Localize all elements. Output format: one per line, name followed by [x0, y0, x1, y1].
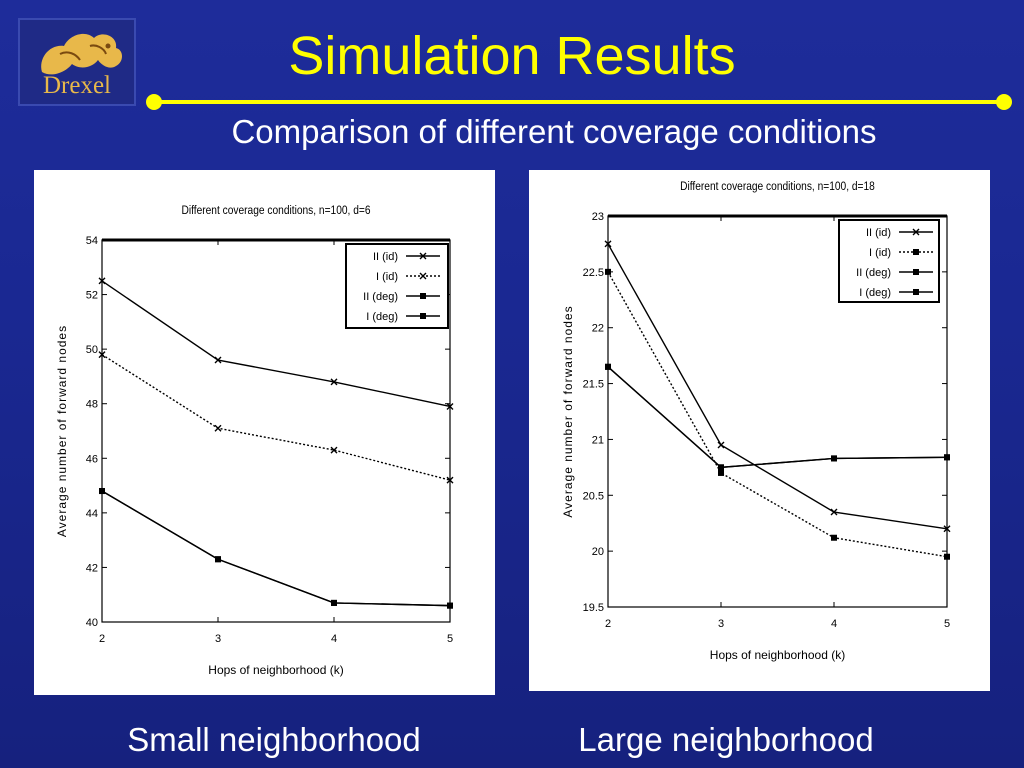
drexel-logo: Drexel — [18, 18, 136, 106]
data-point — [330, 446, 338, 454]
legend-marker — [913, 249, 919, 255]
data-point — [99, 488, 105, 495]
legend-label: II (id) — [866, 227, 891, 239]
chart-small-neighborhood: Different coverage conditions, n=100, d=… — [55, 204, 454, 677]
data-point — [717, 441, 725, 449]
data-point — [98, 351, 106, 359]
slide-subtitle: Comparison of different coverage conditi… — [231, 113, 877, 150]
data-point — [605, 363, 611, 370]
legend-label: I (deg) — [859, 287, 891, 299]
series-line-3 — [607, 366, 948, 469]
series-line-0 — [101, 280, 451, 408]
x-tick-label: 5 — [447, 633, 453, 645]
legend-marker — [420, 293, 426, 299]
legend-marker — [420, 313, 426, 319]
chart-panel-small: Different coverage conditions, n=100, d=… — [34, 170, 495, 695]
y-tick-label: 20 — [592, 546, 604, 558]
y-tick-label: 21.5 — [583, 379, 604, 391]
y-tick-label: 52 — [86, 290, 98, 302]
x-tick-label: 5 — [944, 618, 950, 630]
y-tick-label: 44 — [86, 508, 98, 520]
slide-title: Simulation Results — [288, 26, 736, 86]
series-line-2 — [607, 366, 948, 469]
y-tick-label: 42 — [86, 562, 98, 574]
series-line-0 — [607, 243, 948, 530]
legend-marker — [912, 228, 920, 236]
data-point — [98, 277, 106, 285]
y-tick-label: 46 — [86, 453, 98, 465]
series-line-1 — [101, 354, 451, 481]
y-tick-label: 23 — [592, 211, 604, 223]
data-point — [331, 599, 337, 606]
legend-label: I (deg) — [366, 311, 398, 323]
y-axis-label: Average number of forward nodes — [561, 305, 575, 517]
y-tick-label: 54 — [86, 235, 98, 247]
chart-title: Different coverage conditions, n=100, d=… — [181, 204, 370, 217]
legend-box — [838, 219, 940, 303]
series-line-1 — [607, 271, 948, 558]
data-point — [831, 455, 837, 462]
x-tick-label: 4 — [831, 618, 837, 630]
data-point — [944, 553, 950, 560]
legend-label: II (id) — [373, 251, 398, 263]
legend-marker — [913, 269, 919, 275]
legend-label: II (deg) — [856, 267, 891, 279]
title-rule — [146, 94, 1012, 110]
x-tick-label: 2 — [99, 633, 105, 645]
chart-title: Different coverage conditions, n=100, d=… — [680, 180, 875, 193]
chart-large-neighborhood: Different coverage conditions, n=100, d=… — [561, 180, 951, 662]
data-point — [830, 508, 838, 516]
data-point — [604, 240, 612, 248]
series-line-2 — [101, 490, 451, 607]
data-point — [330, 378, 338, 386]
series-line-3 — [101, 490, 451, 607]
y-tick-label: 22.5 — [583, 267, 604, 279]
data-point — [214, 356, 222, 364]
x-axis-label: Hops of neighborhood (k) — [710, 648, 845, 662]
x-tick-label: 2 — [605, 618, 611, 630]
y-tick-label: 50 — [86, 344, 98, 356]
legend-marker — [913, 289, 919, 295]
logo-text: Drexel — [42, 72, 112, 99]
legend-label: I (id) — [869, 247, 891, 259]
y-axis-label: Average number of forward nodes — [55, 325, 69, 537]
x-tick-label: 3 — [215, 633, 221, 645]
legend-marker — [419, 252, 427, 260]
data-point — [943, 525, 951, 533]
legend-marker — [419, 272, 427, 280]
y-tick-label: 40 — [86, 617, 98, 629]
data-point — [446, 476, 454, 484]
caption-small: Small neighborhood — [127, 721, 421, 758]
legend-label: I (id) — [376, 271, 398, 283]
data-point — [831, 534, 837, 541]
legend-label: II (deg) — [363, 291, 398, 303]
chart-panel-large: Different coverage conditions, n=100, d=… — [529, 170, 990, 691]
y-tick-label: 22 — [592, 323, 604, 335]
caption-large: Large neighborhood — [578, 721, 874, 758]
data-point — [718, 469, 724, 476]
dragon-icon — [41, 33, 122, 75]
data-point — [214, 424, 222, 432]
data-point — [605, 268, 611, 275]
y-tick-label: 48 — [86, 399, 98, 411]
x-tick-label: 4 — [331, 633, 337, 645]
data-point — [446, 402, 454, 410]
legend-box — [345, 243, 449, 329]
data-point — [718, 464, 724, 471]
data-point — [215, 556, 221, 563]
y-tick-label: 20.5 — [583, 490, 604, 502]
data-point — [447, 602, 453, 609]
x-tick-label: 3 — [718, 618, 724, 630]
x-axis-label: Hops of neighborhood (k) — [208, 663, 343, 677]
y-tick-label: 21 — [592, 434, 604, 446]
y-tick-label: 19.5 — [583, 602, 604, 614]
data-point — [944, 454, 950, 461]
